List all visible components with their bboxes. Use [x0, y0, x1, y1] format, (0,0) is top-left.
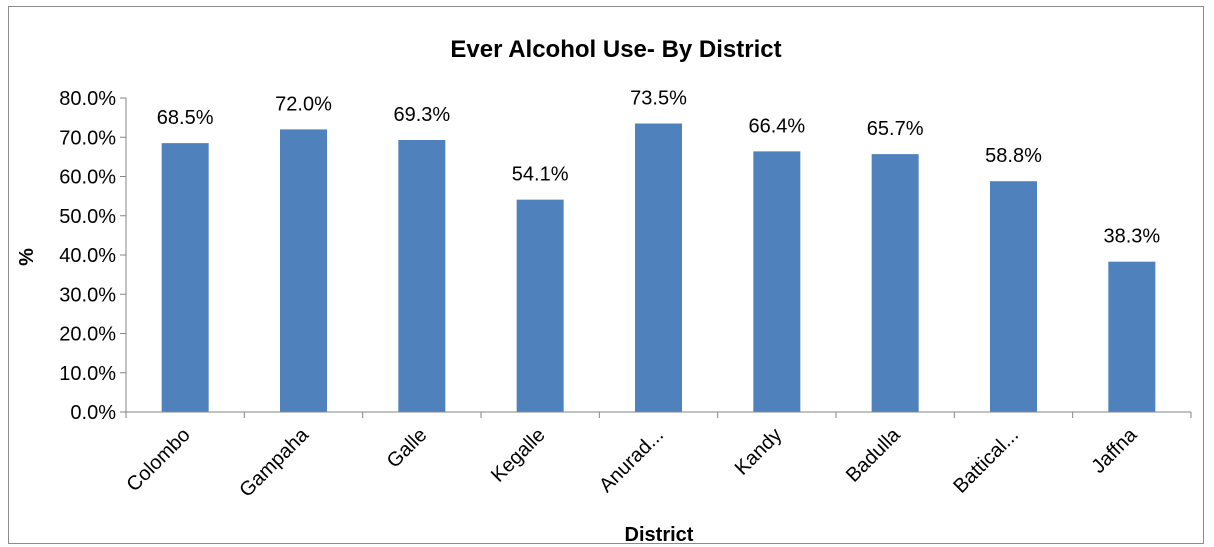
x-tick-label: Galle	[383, 424, 432, 473]
x-tick-label: Kandy	[731, 424, 787, 480]
bar	[280, 129, 327, 412]
chart-title: Ever Alcohol Use- By District	[450, 36, 781, 63]
y-axis-title: %	[16, 248, 38, 266]
chart-frame: Ever Alcohol Use- By District % District…	[8, 6, 1204, 545]
y-tick-label: 80.0%	[59, 88, 116, 110]
bar	[635, 123, 682, 412]
bars-group	[161, 123, 1156, 412]
data-label: 68.5%	[157, 107, 214, 129]
x-tick-label: Kegalle	[487, 424, 550, 487]
x-tick-label: Battical...	[949, 424, 1023, 498]
x-tick-label: Gampaha	[235, 423, 313, 501]
data-label: 38.3%	[1103, 226, 1160, 248]
bar	[398, 139, 446, 412]
bar	[753, 151, 801, 412]
data-label: 69.3%	[393, 104, 450, 126]
x-tick-label: Badulla	[842, 423, 905, 486]
x-axis-title: District	[625, 524, 694, 545]
data-labels-group: 68.5% 72.0% 69.3% 54.1% 73.5% 66.4% 65.7% 58.8%…	[157, 88, 1161, 248]
bar	[990, 181, 1037, 412]
data-label: 66.4%	[748, 115, 805, 137]
bar	[871, 154, 919, 412]
y-tick-label: 40.0%	[59, 245, 116, 267]
y-tick-label: 50.0%	[59, 206, 116, 228]
y-tick-label: 30.0%	[59, 284, 116, 306]
y-axis: 0.0% 10.0% 20.0% 30.0% 40.0% 50.0% 60.0% 70.0% 8…	[59, 88, 127, 424]
y-tick-label: 20.0%	[59, 324, 116, 346]
y-tick-label: 60.0%	[59, 167, 116, 189]
data-label: 65.7%	[867, 118, 924, 140]
y-tick-label: 0.0%	[70, 402, 116, 424]
data-label: 54.1%	[512, 164, 569, 186]
x-tick-label: Jaffna	[1088, 423, 1142, 477]
bar	[1108, 261, 1156, 412]
x-tick-label: Colombo	[123, 424, 195, 496]
y-tick-label: 10.0%	[59, 363, 116, 385]
y-tick-label: 70.0%	[59, 127, 116, 149]
x-tick-label: Anurad...	[595, 424, 668, 497]
bar-chart: Ever Alcohol Use- By District % District…	[16, 36, 1192, 545]
data-label: 73.5%	[630, 88, 687, 110]
bar	[516, 199, 564, 412]
data-label: 72.0%	[275, 93, 332, 115]
bar	[161, 143, 209, 412]
x-axis: Colombo Gampaha Galle Kegalle Anurad... Kandy…	[123, 411, 1192, 502]
data-label: 58.8%	[985, 145, 1042, 167]
